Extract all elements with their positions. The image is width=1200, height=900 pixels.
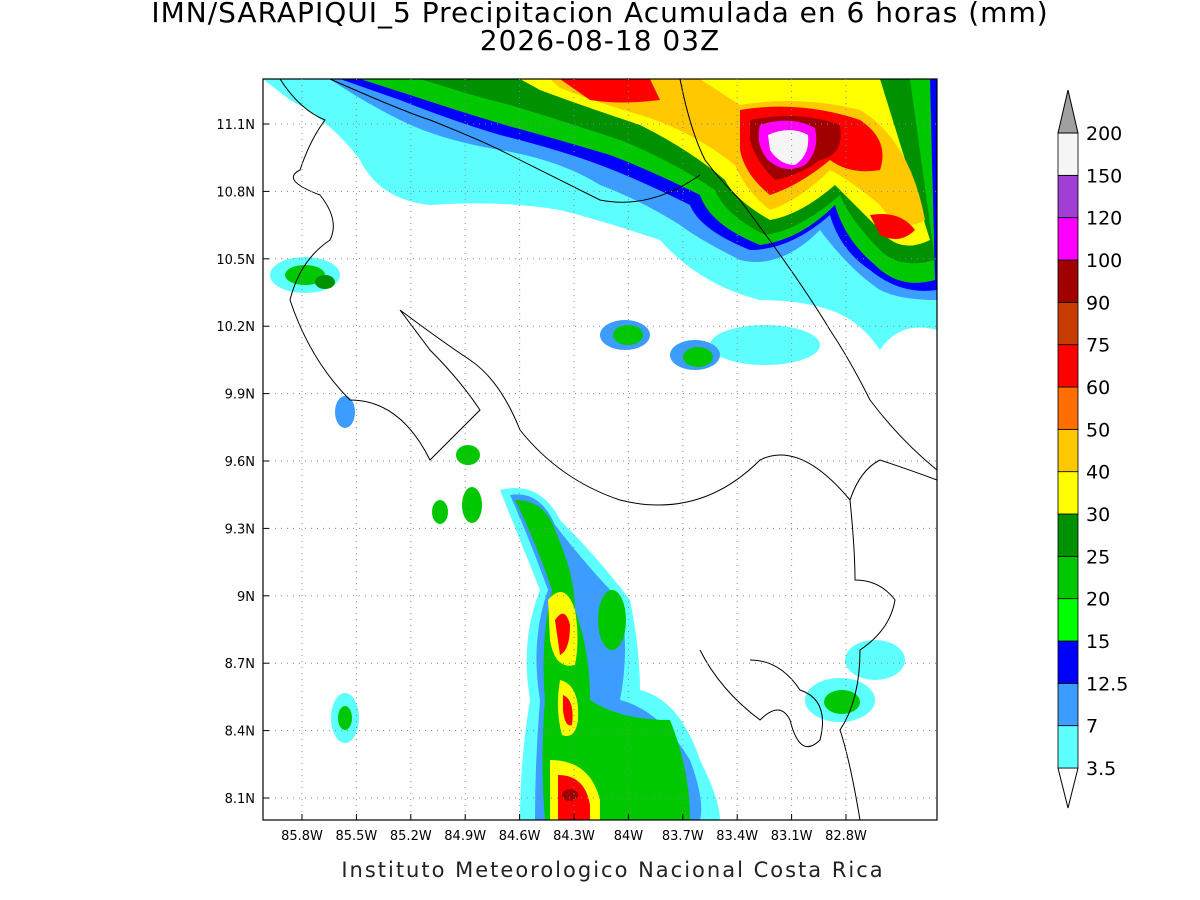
colorbar-segment bbox=[1057, 174, 1079, 219]
colorbar-label: 90 bbox=[1086, 292, 1110, 314]
colorbar-label: 15 bbox=[1086, 631, 1110, 653]
colorbar-label: 75 bbox=[1086, 335, 1110, 357]
plot-frame bbox=[262, 78, 938, 821]
subtitle: 2026-08-18 03Z bbox=[480, 24, 720, 57]
colorbar-label: 7 bbox=[1086, 716, 1098, 738]
footer: Instituto Meteorologico Nacional Costa R… bbox=[341, 858, 884, 882]
colorbar-segment bbox=[1057, 217, 1079, 261]
colorbar-segment bbox=[1057, 555, 1079, 600]
colorbar-segment bbox=[1057, 513, 1079, 557]
lat-tick-label: 8.1N bbox=[225, 792, 255, 807]
coastline bbox=[279, 79, 937, 820]
lon-tick-label: 83.4W bbox=[716, 829, 758, 844]
lat-tick-label: 10.2N bbox=[216, 320, 255, 335]
lon-tick-label: 84.6W bbox=[499, 829, 541, 844]
lon-tick-label: 84W bbox=[614, 829, 644, 844]
colorbar-under bbox=[1057, 767, 1079, 809]
colorbar-segment bbox=[1057, 132, 1079, 176]
lon-tick-label: 84.3W bbox=[553, 829, 595, 844]
lon-tick-label: 84.9W bbox=[444, 829, 486, 844]
lat-tick-label: 10.5N bbox=[216, 253, 255, 268]
colorbar-over bbox=[1057, 89, 1079, 134]
colorbar-segment bbox=[1057, 725, 1079, 769]
colorbar-segment bbox=[1057, 471, 1079, 515]
colorbar-segment bbox=[1057, 344, 1079, 388]
colorbar-label: 100 bbox=[1086, 250, 1122, 272]
lat-tick-label: 9N bbox=[237, 590, 255, 605]
lon-tick-label: 85.5W bbox=[335, 829, 377, 844]
lat-tick-label: 9.9N bbox=[225, 388, 255, 403]
lat-tick-label: 8.7N bbox=[225, 657, 255, 672]
colorbar-segment bbox=[1057, 301, 1079, 346]
lat-tick-label: 11.1N bbox=[216, 118, 255, 133]
colorbar-label: 50 bbox=[1086, 419, 1110, 441]
lat-tick-label: 8.4N bbox=[225, 725, 255, 740]
title: IMN/SARAPIQUI_5 Precipitacion Acumulada … bbox=[151, 0, 1048, 29]
lon-tick-label: 85.2W bbox=[390, 829, 432, 844]
colorbar-label: 40 bbox=[1086, 462, 1110, 484]
lat-tick-label: 9.6N bbox=[225, 455, 255, 470]
lon-tick-label: 82.8W bbox=[825, 829, 867, 844]
precip-field bbox=[263, 79, 937, 820]
colorbar-segment bbox=[1057, 598, 1079, 642]
lat-tick-label: 10.8N bbox=[216, 185, 255, 200]
colorbar-segment bbox=[1057, 259, 1079, 303]
lon-tick-label: 83.1W bbox=[771, 829, 813, 844]
lat-tick-label: 9.3N bbox=[225, 522, 255, 537]
colorbar-label: 30 bbox=[1086, 504, 1110, 526]
colorbar-label: 120 bbox=[1086, 208, 1122, 230]
colorbar-label: 60 bbox=[1086, 377, 1110, 399]
colorbar-label: 3.5 bbox=[1086, 758, 1116, 780]
colorbar-segment bbox=[1057, 428, 1079, 473]
colorbar-label: 200 bbox=[1086, 123, 1122, 145]
colorbar-segment bbox=[1057, 386, 1079, 430]
colorbar-label: 20 bbox=[1086, 589, 1110, 611]
colorbar-segment bbox=[1057, 640, 1079, 684]
lon-tick-label: 85.8W bbox=[281, 829, 323, 844]
colorbar-label: 150 bbox=[1086, 165, 1122, 187]
colorbar-segment bbox=[1057, 682, 1079, 727]
colorbar-label: 25 bbox=[1086, 546, 1110, 568]
lon-tick-label: 83.7W bbox=[662, 829, 704, 844]
colorbar-label: 12.5 bbox=[1086, 673, 1128, 695]
